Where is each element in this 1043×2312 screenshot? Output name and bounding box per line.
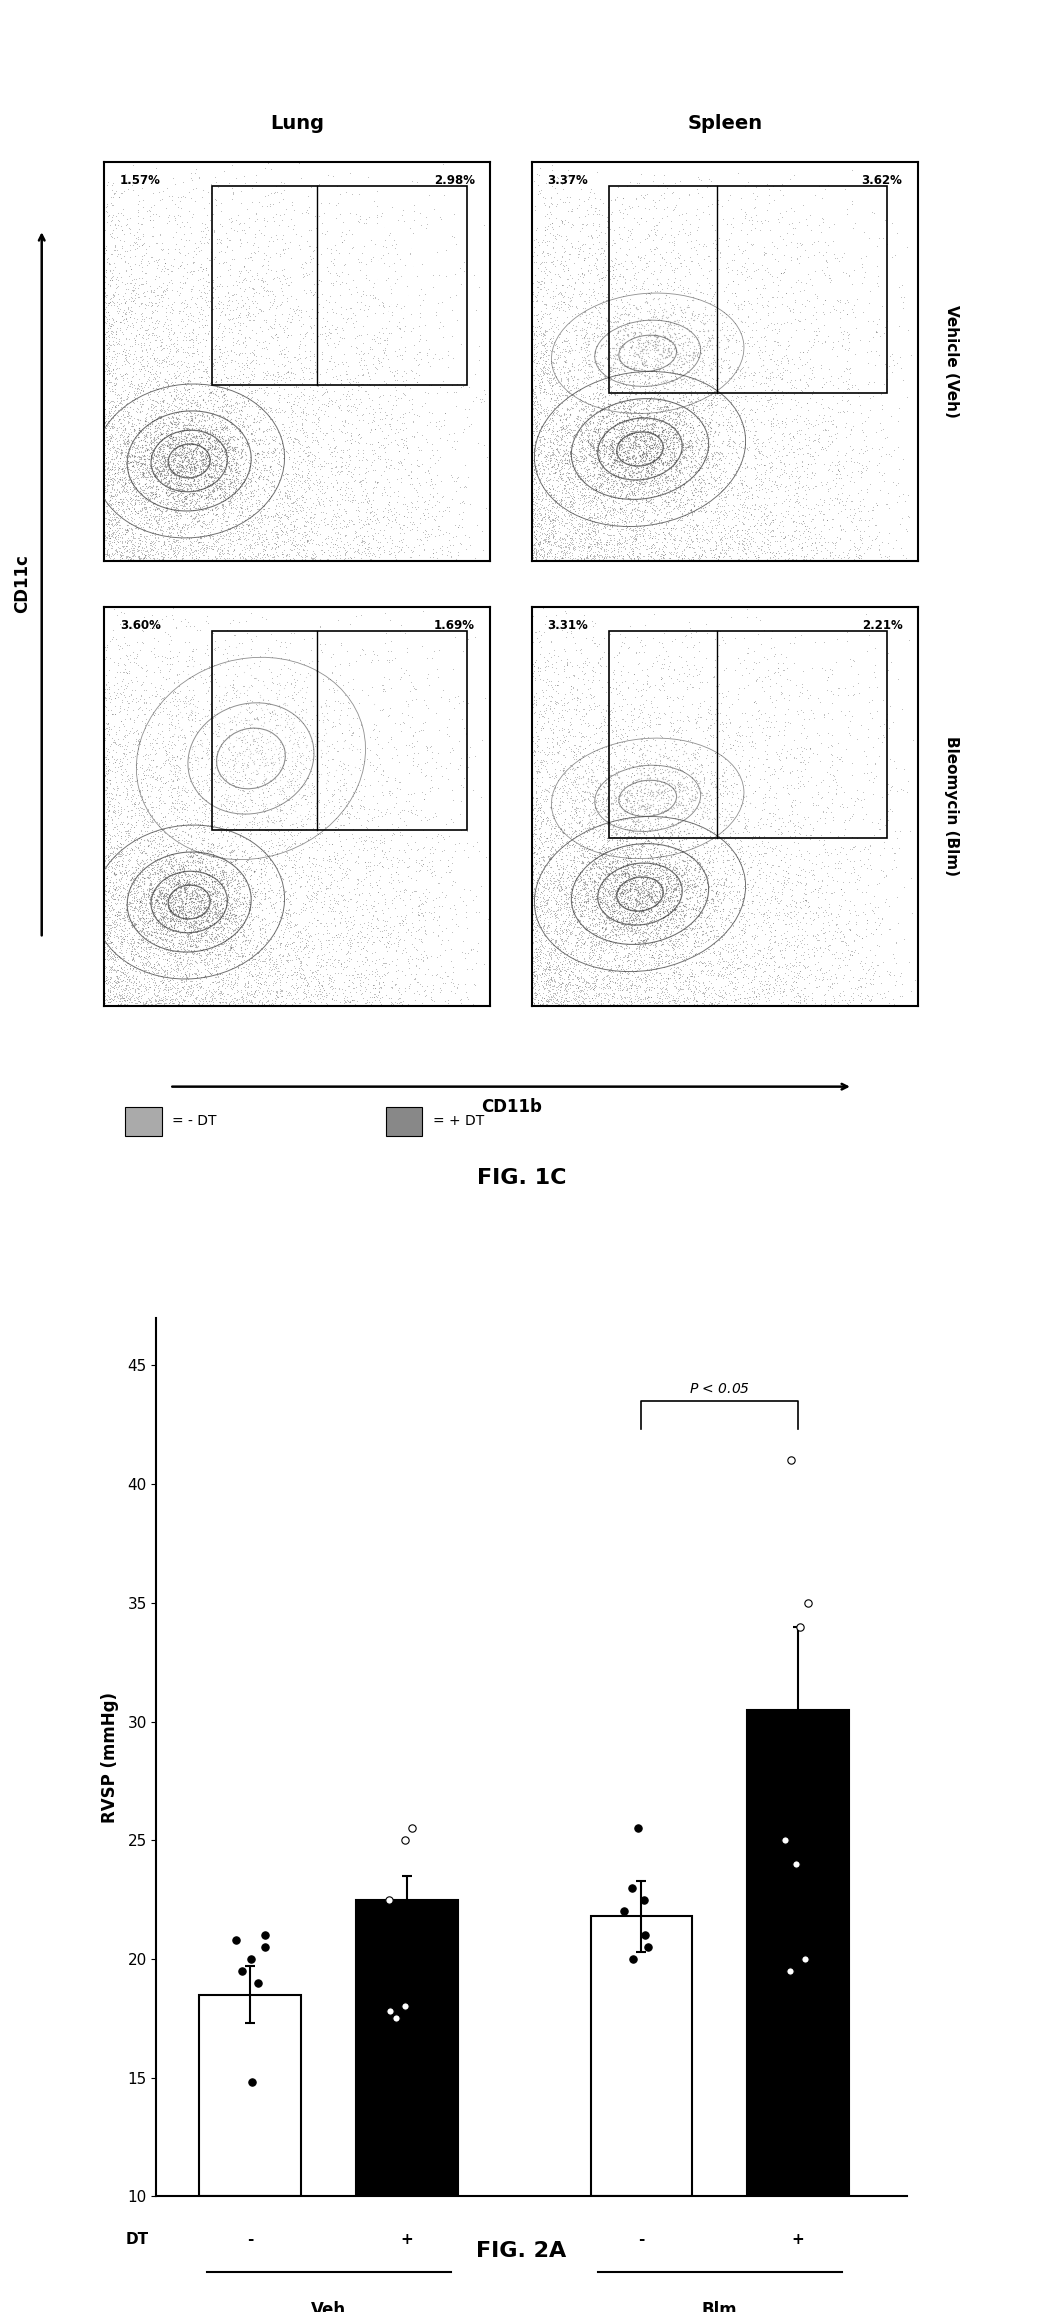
Point [257, 1917, 273, 1954]
Text: Vehicle (Veh): Vehicle (Veh) [944, 305, 959, 418]
Point [635, 1882, 652, 1919]
Point [615, 1894, 632, 1931]
Point [387, 2000, 404, 2037]
Text: FIG. 1C: FIG. 1C [477, 1168, 566, 1188]
Point [781, 1951, 798, 1988]
Bar [125, 1107, 162, 1135]
Text: Blm: Blm [702, 2300, 737, 2312]
Bar [747, 1709, 849, 2196]
Point [244, 2065, 261, 2102]
Text: Bleomycin (Blm): Bleomycin (Blm) [944, 735, 959, 876]
Y-axis label: RVSP (mmHg): RVSP (mmHg) [101, 1692, 119, 1822]
Point [782, 1443, 799, 1480]
Text: FIG. 2A: FIG. 2A [477, 2240, 566, 2261]
Text: Lung: Lung [270, 113, 324, 132]
Text: CD11b: CD11b [481, 1098, 541, 1117]
Text: Spleen: Spleen [687, 113, 762, 132]
Point [624, 1868, 640, 1905]
Point [792, 1609, 808, 1646]
Point [382, 1993, 398, 2030]
Bar [590, 1917, 693, 2196]
Point [257, 1928, 273, 1965]
Point [249, 1965, 266, 2002]
Point [242, 1940, 259, 1977]
Text: -: - [247, 2231, 253, 2247]
Bar [199, 1995, 301, 2196]
Point [800, 1584, 817, 1621]
Text: $\mathit{P}$ < 0.05: $\mathit{P}$ < 0.05 [689, 1383, 750, 1396]
Point [396, 1822, 413, 1859]
Text: = - DT: = - DT [172, 1114, 217, 1128]
Point [787, 1845, 804, 1882]
Point [630, 1810, 647, 1847]
Text: +: + [401, 2231, 413, 2247]
Text: -: - [638, 2231, 645, 2247]
Text: Veh: Veh [311, 2300, 346, 2312]
Point [625, 1940, 641, 1977]
Text: +: + [792, 2231, 804, 2247]
Point [404, 1810, 420, 1847]
Point [228, 1921, 245, 1958]
Point [797, 1940, 814, 1977]
Point [396, 1988, 413, 2025]
Point [777, 1822, 794, 1859]
Point [234, 1951, 250, 1988]
Text: = + DT: = + DT [433, 1114, 484, 1128]
Point [636, 1917, 653, 1954]
Point [381, 1882, 397, 1919]
Text: DT: DT [125, 2231, 148, 2247]
Text: CD11c: CD11c [14, 555, 31, 613]
Bar [386, 1107, 422, 1135]
Bar [356, 1900, 458, 2196]
Point [639, 1928, 656, 1965]
